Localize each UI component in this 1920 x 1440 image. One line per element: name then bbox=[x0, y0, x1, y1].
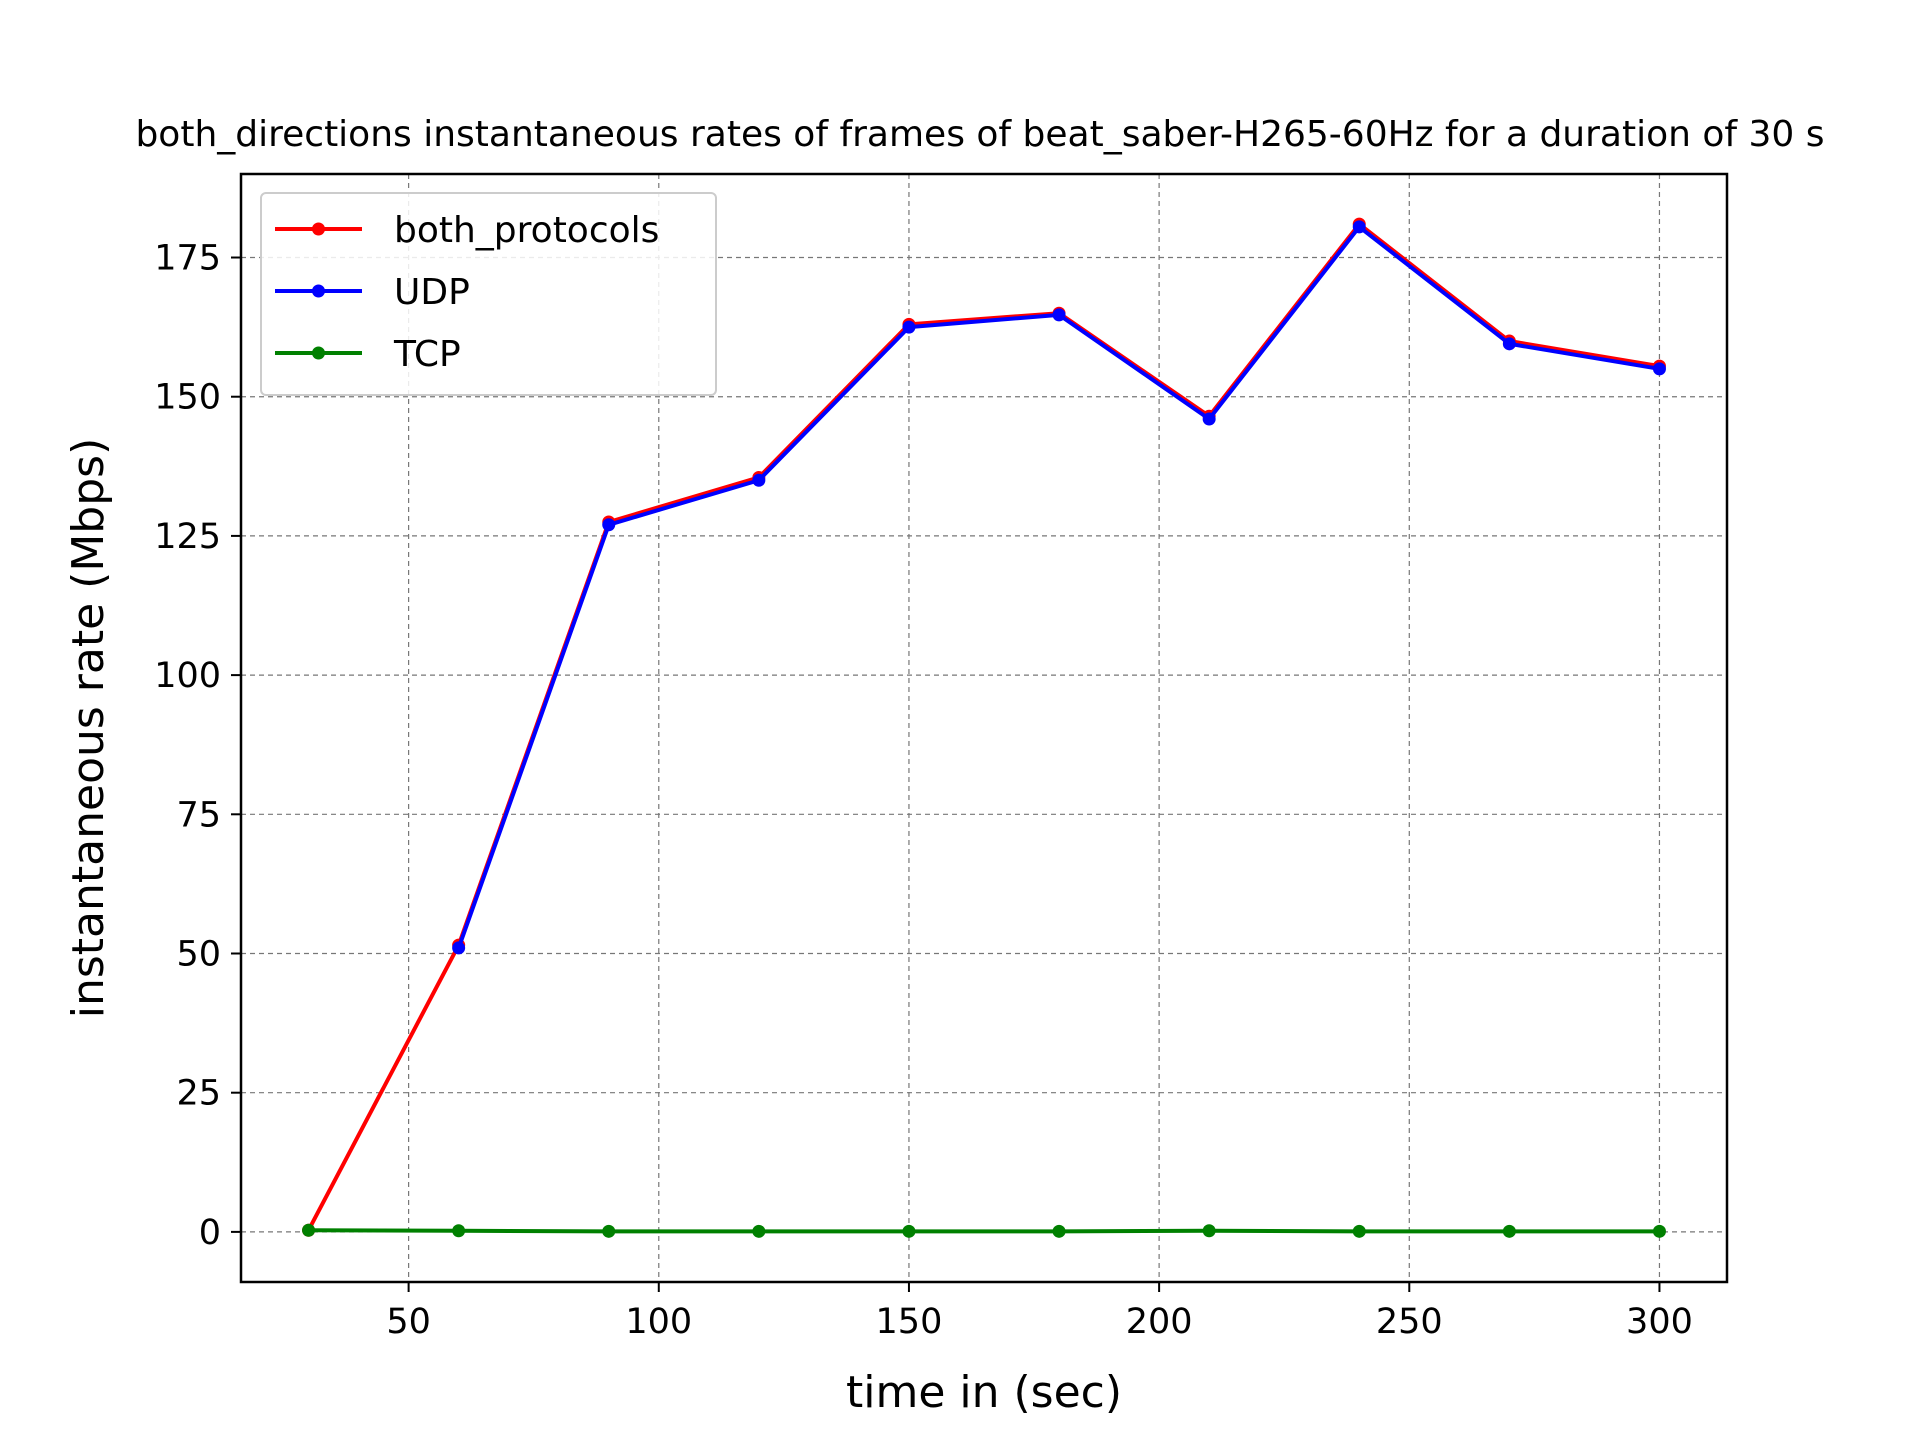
data-point bbox=[1052, 308, 1066, 322]
data-point bbox=[602, 1224, 616, 1238]
y-tick-label: 0 bbox=[199, 1213, 221, 1253]
data-point bbox=[1202, 412, 1216, 426]
chart-title: both_directions instantaneous rates of f… bbox=[135, 114, 1824, 155]
series-layer bbox=[302, 217, 1666, 1238]
data-point bbox=[1202, 1224, 1216, 1238]
y-tick-label: 75 bbox=[176, 795, 221, 835]
x-tick-label: 250 bbox=[1376, 1302, 1443, 1342]
y-tick-label: 25 bbox=[176, 1074, 221, 1114]
y-tick-label: 150 bbox=[154, 378, 221, 418]
legend-label: UDP bbox=[394, 272, 470, 313]
y-tick-label: 175 bbox=[154, 239, 221, 279]
data-point bbox=[1052, 1224, 1066, 1238]
y-tick-label: 100 bbox=[154, 656, 221, 696]
legend-box bbox=[260, 192, 717, 396]
series-udp bbox=[452, 220, 1666, 955]
legend: both_protocols UDP TCP bbox=[260, 192, 717, 396]
y-tick-label: 50 bbox=[176, 934, 221, 974]
legend-marker bbox=[312, 284, 325, 298]
y-axis: 0 25 50 75 100 125 150 175 bbox=[154, 239, 241, 1253]
data-point bbox=[1652, 1224, 1666, 1238]
data-point bbox=[302, 1223, 316, 1237]
x-tick-label: 200 bbox=[1126, 1302, 1193, 1342]
legend-label: both_protocols bbox=[394, 210, 659, 251]
data-point bbox=[452, 1224, 466, 1238]
y-tick-label: 125 bbox=[154, 517, 221, 557]
data-point bbox=[752, 1224, 766, 1238]
x-tick-label: 300 bbox=[1626, 1302, 1693, 1342]
legend-marker bbox=[312, 222, 325, 236]
data-point bbox=[902, 1224, 916, 1238]
data-point bbox=[1502, 337, 1516, 351]
data-point bbox=[1352, 220, 1366, 234]
data-point bbox=[452, 941, 466, 955]
data-point bbox=[1352, 1224, 1366, 1238]
legend-label: TCP bbox=[393, 334, 461, 375]
x-tick-label: 100 bbox=[625, 1302, 692, 1342]
data-point bbox=[752, 473, 766, 487]
series-line bbox=[308, 1228, 1660, 1234]
data-point bbox=[1652, 362, 1666, 376]
legend-marker bbox=[312, 346, 325, 360]
data-point bbox=[602, 518, 616, 532]
plot-frame bbox=[239, 172, 1729, 1284]
data-point bbox=[902, 320, 916, 334]
y-axis-label: instantaneous rate (Mbps) bbox=[63, 438, 114, 1018]
data-point bbox=[1502, 1224, 1516, 1238]
x-tick-label: 50 bbox=[386, 1302, 431, 1342]
x-axis-label: time in (sec) bbox=[846, 1367, 1122, 1418]
x-axis: 50 100 150 200 250 300 bbox=[386, 1282, 1693, 1342]
x-tick-label: 150 bbox=[876, 1302, 943, 1342]
series-tcp bbox=[302, 1223, 1666, 1238]
